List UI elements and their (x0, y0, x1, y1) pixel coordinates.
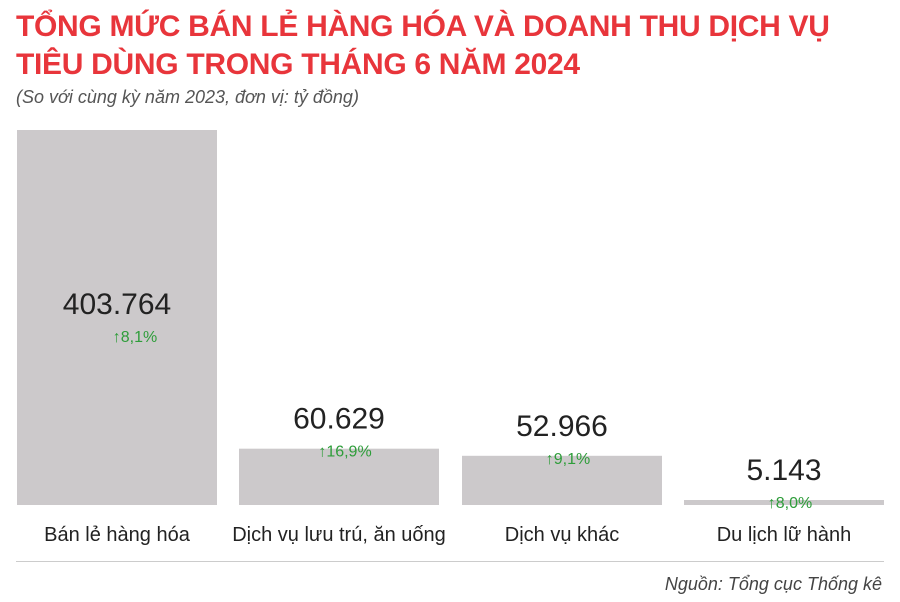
chart-title: TỔNG MỨC BÁN LẺ HÀNG HÓA VÀ DOANH THU DỊ… (16, 10, 830, 81)
value-label-2: 60.629 (293, 403, 385, 436)
change-label-4: ↑8,0% (768, 495, 812, 512)
value-label-4: 5.143 (746, 454, 821, 487)
change-label-3: ↑9,1% (546, 451, 590, 468)
value-label-1: 403.764 (63, 288, 171, 321)
category-label-2: Dịch vụ lưu trú, ăn uống (232, 524, 446, 546)
bar-3 (462, 455, 662, 505)
value-label-3: 52.966 (516, 410, 608, 443)
bar-1 (17, 130, 217, 505)
change-label-2: ↑16,9% (318, 444, 371, 461)
chart-subtitle: (So với cùng kỳ năm 2023, đơn vị: tỷ đồn… (16, 87, 359, 107)
category-label-4: Du lịch lữ hành (717, 524, 852, 546)
category-label-3: Dịch vụ khác (505, 524, 620, 546)
source-note: Nguồn: Tổng cục Thống kê (664, 574, 882, 594)
bar-4 (684, 500, 884, 505)
change-label-1: ↑8,1% (113, 329, 157, 346)
category-label-1: Bán lẻ hàng hóa (44, 524, 191, 546)
footer-divider (16, 561, 884, 562)
bar-2 (239, 448, 439, 505)
